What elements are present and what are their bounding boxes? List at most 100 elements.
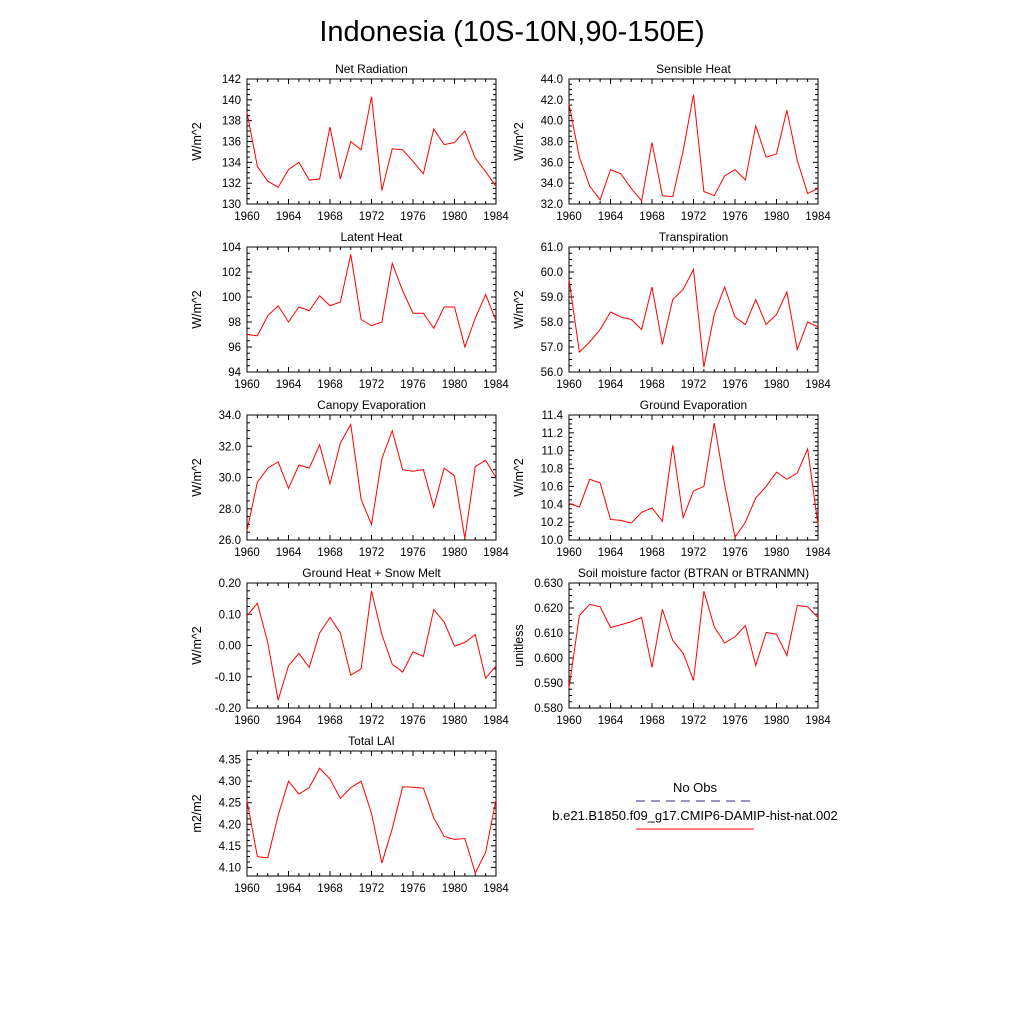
x-tick-label: 1984 xyxy=(805,379,831,391)
x-tick-label: 1960 xyxy=(234,211,260,223)
y-tick-label: 61.0 xyxy=(541,242,563,254)
panel-soil-moisture-factor-btran-or-btranmn: Soil moisture factor (BTRAN or BTRANMN) u… xyxy=(512,566,831,727)
panel-latent-heat: Latent Heat W/m^2 1960 1964 1968 1972 1976 1980… xyxy=(190,230,509,391)
x-tick-label: 1976 xyxy=(400,547,426,559)
panel-title: Soil moisture factor (BTRAN or BTRANMN) xyxy=(578,566,809,580)
panel-title: Transpiration xyxy=(659,230,729,244)
panel-title: Canopy Evaporation xyxy=(317,398,426,412)
x-tick-label: 1968 xyxy=(639,547,665,559)
y-tick-label: 34.0 xyxy=(541,178,563,190)
y-tick-label: 4.20 xyxy=(219,819,241,831)
y-tick-label: 36.0 xyxy=(541,157,563,169)
x-tick-label: 1976 xyxy=(400,883,426,895)
x-tick-label: 1976 xyxy=(722,211,748,223)
y-tick-label: 11.0 xyxy=(541,446,563,458)
y-axis-label: W/m^2 xyxy=(512,458,526,497)
x-tick-label: 1964 xyxy=(598,715,624,727)
y-tick-label: 30.0 xyxy=(219,473,241,485)
x-tick-label: 1972 xyxy=(359,379,385,391)
x-tick-label: 1980 xyxy=(442,379,468,391)
x-tick-label: 1968 xyxy=(639,715,665,727)
series-line xyxy=(246,590,497,701)
legend: No Obs b.e21.B1850.f09_g17.CMIP6-DAMIP-h… xyxy=(552,780,838,830)
y-tick-label: 0.580 xyxy=(534,703,563,715)
panel-total-lai: Total LAI m2/m2 1960 1964 1968 1972 1976 1980 19… xyxy=(190,734,509,895)
series-line xyxy=(246,767,497,875)
x-tick-label: 1976 xyxy=(722,379,748,391)
x-tick-label: 1968 xyxy=(639,211,665,223)
x-tick-label: 1984 xyxy=(483,715,509,727)
y-tick-label: 40.0 xyxy=(541,116,563,128)
series-line xyxy=(246,254,497,349)
y-tick-label: 56.0 xyxy=(541,367,563,379)
y-tick-label: 0.610 xyxy=(534,628,563,640)
x-tick-label: 1964 xyxy=(598,547,624,559)
x-tick-label: 1960 xyxy=(234,883,260,895)
series-line xyxy=(246,96,497,191)
y-tick-label: -0.20 xyxy=(215,703,241,715)
x-tick-label: 1960 xyxy=(234,379,260,391)
x-tick-label: 1980 xyxy=(764,715,790,727)
y-tick-label: 10.4 xyxy=(541,499,564,511)
x-tick-label: 1964 xyxy=(276,379,302,391)
x-tick-label: 1984 xyxy=(483,211,509,223)
y-tick-label: 10.2 xyxy=(541,517,563,529)
x-tick-label: 1972 xyxy=(681,547,707,559)
x-tick-label: 1968 xyxy=(317,883,343,895)
y-tick-label: 26.0 xyxy=(219,535,241,547)
y-axis-label: W/m^2 xyxy=(190,290,204,329)
x-tick-label: 1972 xyxy=(359,715,385,727)
y-tick-label: 104 xyxy=(222,242,242,254)
x-tick-label: 1960 xyxy=(556,379,582,391)
x-tick-label: 1972 xyxy=(681,715,707,727)
x-tick-label: 1972 xyxy=(359,211,385,223)
x-tick-label: 1964 xyxy=(276,715,302,727)
y-tick-label: 94 xyxy=(228,367,241,379)
y-axis-label: W/m^2 xyxy=(190,458,204,497)
panel-transpiration: Transpiration W/m^2 1960 1964 1968 1972 1976 19… xyxy=(512,230,831,391)
x-tick-label: 1960 xyxy=(556,715,582,727)
plot-frame xyxy=(568,414,819,541)
x-tick-label: 1980 xyxy=(442,883,468,895)
y-tick-label: 38.0 xyxy=(541,137,563,149)
y-tick-label: 134 xyxy=(222,157,242,169)
figure-title: Indonesia (10S-10N,90-150E) xyxy=(319,16,704,48)
x-tick-label: 1980 xyxy=(442,211,468,223)
y-tick-label: 4.30 xyxy=(219,776,241,788)
x-tick-label: 1972 xyxy=(681,211,707,223)
x-tick-label: 1984 xyxy=(805,211,831,223)
y-tick-label: 4.25 xyxy=(219,798,241,810)
y-tick-label: 136 xyxy=(222,137,241,149)
y-tick-label: 132 xyxy=(222,178,241,190)
plot-frame xyxy=(246,246,497,373)
y-tick-label: 58.0 xyxy=(541,317,563,329)
legend-label-no-obs: No Obs xyxy=(673,780,718,795)
x-tick-label: 1984 xyxy=(805,547,831,559)
x-tick-label: 1980 xyxy=(764,211,790,223)
x-tick-label: 1980 xyxy=(764,379,790,391)
y-tick-label: 4.10 xyxy=(219,862,241,874)
panel-title: Ground Heat + Snow Melt xyxy=(302,566,441,580)
y-tick-label: 102 xyxy=(222,267,241,279)
y-axis-label: W/m^2 xyxy=(512,290,526,329)
plot-frame xyxy=(246,582,497,709)
x-tick-label: 1968 xyxy=(317,547,343,559)
panel-title: Sensible Heat xyxy=(656,62,731,76)
y-tick-label: 100 xyxy=(222,292,241,304)
x-tick-label: 1968 xyxy=(317,715,343,727)
x-tick-label: 1968 xyxy=(317,211,343,223)
y-tick-label: 98 xyxy=(228,317,241,329)
y-tick-label: 10.6 xyxy=(541,481,563,493)
y-tick-label: 59.0 xyxy=(541,292,563,304)
y-axis-label: W/m^2 xyxy=(190,626,204,665)
panel-ground-evaporation: Ground Evaporation W/m^2 1960 1964 1968 1972 1… xyxy=(512,398,831,559)
y-axis-label: W/m^2 xyxy=(512,122,526,161)
series-line xyxy=(568,94,819,203)
y-tick-label: 60.0 xyxy=(541,267,563,279)
x-tick-label: 1964 xyxy=(276,883,302,895)
y-tick-label: 0.600 xyxy=(534,653,563,665)
y-tick-label: 0.620 xyxy=(534,603,563,615)
x-tick-label: 1976 xyxy=(400,379,426,391)
panel-title: Net Radiation xyxy=(335,62,408,76)
